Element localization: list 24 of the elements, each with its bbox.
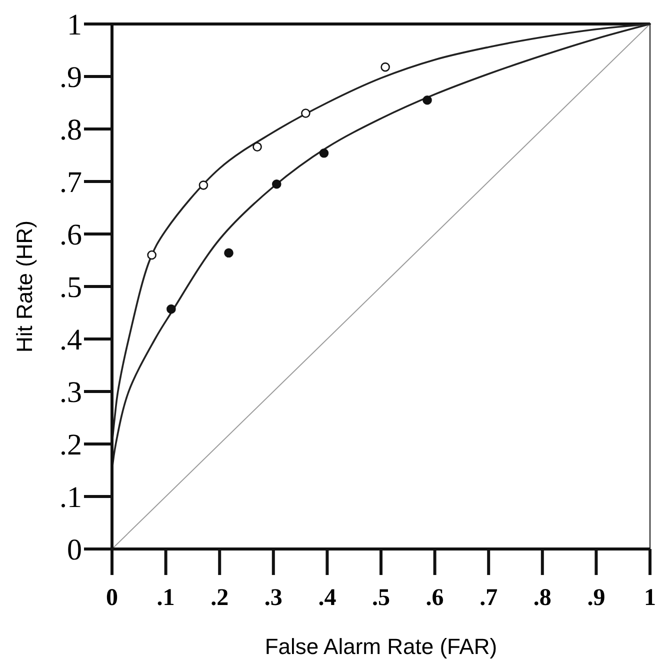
y-axis-title: Hit Rate (HR) [12, 220, 37, 353]
x-tick-label: 0 [106, 585, 118, 611]
x-axis-title: False Alarm Rate (FAR) [264, 634, 498, 659]
y-tick-label: .4 [60, 324, 82, 356]
x-tick-label: .1 [156, 585, 175, 611]
x-tick-label: .4 [318, 585, 336, 611]
y-tick-label: .8 [60, 114, 82, 146]
y-tick-label: 1 [67, 8, 82, 42]
x-tick-label: 1 [644, 585, 656, 611]
y-tick-label: 0 [67, 534, 82, 566]
y-tick-label: .1 [60, 481, 82, 514]
y-tick-label: .5 [60, 271, 82, 304]
x-tick-label: .6 [426, 585, 444, 611]
x-tick-label: .2 [210, 585, 229, 611]
x-tick-label: .5 [372, 585, 390, 611]
y-tick-label: .6 [60, 218, 82, 252]
x-tick-label: .3 [264, 585, 282, 611]
x-tick-label: .9 [587, 585, 606, 611]
y-tick-label: .7 [60, 166, 82, 199]
y-tick-label: .2 [60, 428, 82, 462]
x-tick-label: .7 [480, 585, 498, 611]
y-tick-label: .3 [60, 376, 82, 409]
y-tick-label: .9 [60, 61, 82, 94]
x-tick-label: .8 [533, 585, 552, 611]
